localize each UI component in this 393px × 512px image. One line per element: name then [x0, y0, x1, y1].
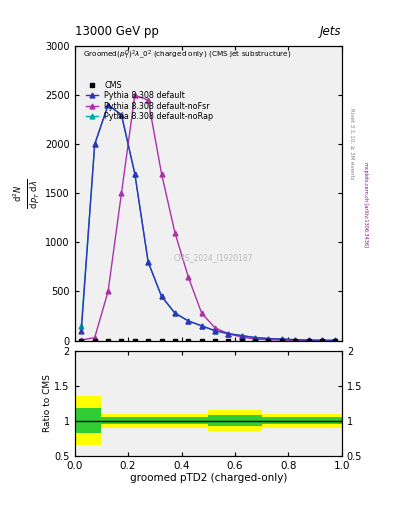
Pythia 8.308 default-noFsr — [279, 337, 284, 343]
Pythia 8.308 default — [119, 112, 124, 118]
Pythia 8.308 default — [79, 328, 84, 334]
CMS — [279, 337, 284, 344]
CMS — [213, 337, 217, 344]
Pythia 8.308 default-noRap — [266, 335, 271, 342]
Pythia 8.308 default-noFsr — [306, 337, 311, 344]
CMS — [173, 337, 177, 344]
CMS — [106, 337, 110, 344]
Pythia 8.308 default — [266, 335, 271, 342]
Pythia 8.308 default-noFsr — [199, 310, 204, 316]
CMS — [226, 337, 231, 344]
Pythia 8.308 default — [279, 336, 284, 342]
CMS — [159, 337, 164, 344]
CMS — [333, 337, 338, 344]
Pythia 8.308 default — [186, 318, 191, 324]
Pythia 8.308 default — [226, 331, 231, 337]
CMS — [79, 337, 84, 344]
Pythia 8.308 default-noRap — [213, 328, 217, 334]
Pythia 8.308 default — [92, 141, 97, 147]
Y-axis label: Ratio to CMS: Ratio to CMS — [43, 374, 51, 432]
CMS — [119, 337, 124, 344]
Pythia 8.308 default-noRap — [320, 337, 324, 344]
Text: Jets: Jets — [320, 26, 342, 38]
Text: Rivet 3.1.10, ≥ 3M events: Rivet 3.1.10, ≥ 3M events — [349, 108, 354, 179]
Line: Pythia 8.308 default-noRap: Pythia 8.308 default-noRap — [79, 102, 338, 343]
Pythia 8.308 default — [173, 310, 177, 316]
Pythia 8.308 default-noFsr — [119, 190, 124, 197]
Pythia 8.308 default-noFsr — [159, 170, 164, 177]
Pythia 8.308 default-noFsr — [320, 337, 324, 344]
Pythia 8.308 default-noFsr — [132, 92, 137, 98]
Pythia 8.308 default — [333, 337, 338, 344]
Pythia 8.308 default-noRap — [293, 337, 298, 343]
Pythia 8.308 default-noFsr — [79, 337, 84, 343]
Pythia 8.308 default-noRap — [253, 334, 257, 340]
Pythia 8.308 default-noRap — [119, 112, 124, 118]
Pythia 8.308 default-noRap — [173, 310, 177, 316]
CMS — [199, 337, 204, 344]
CMS — [132, 337, 137, 344]
CMS — [293, 337, 298, 344]
Pythia 8.308 default-noFsr — [213, 325, 217, 331]
Pythia 8.308 default-noRap — [279, 336, 284, 342]
Pythia 8.308 default-noFsr — [333, 337, 338, 344]
Pythia 8.308 default-noRap — [132, 170, 137, 177]
Pythia 8.308 default-noRap — [146, 259, 151, 265]
Pythia 8.308 default — [213, 328, 217, 334]
Pythia 8.308 default-noRap — [79, 323, 84, 329]
Line: Pythia 8.308 default-noFsr: Pythia 8.308 default-noFsr — [79, 93, 338, 343]
Pythia 8.308 default — [199, 323, 204, 329]
Legend: CMS, Pythia 8.308 default, Pythia 8.308 default-noFsr, Pythia 8.308 default-noRa: CMS, Pythia 8.308 default, Pythia 8.308 … — [84, 79, 215, 122]
Pythia 8.308 default-noRap — [92, 141, 97, 147]
Pythia 8.308 default-noFsr — [266, 337, 271, 343]
Pythia 8.308 default-noFsr — [226, 331, 231, 337]
Y-axis label: $\mathrm{d}^2N$
$\overline{\mathrm{d}\,p_T\,\mathrm{d}\,\lambda}$: $\mathrm{d}^2N$ $\overline{\mathrm{d}\,p… — [12, 178, 42, 209]
Line: CMS: CMS — [79, 338, 338, 343]
X-axis label: groomed pTD2 (charged-only): groomed pTD2 (charged-only) — [130, 473, 287, 483]
Pythia 8.308 default-noRap — [239, 333, 244, 339]
Pythia 8.308 default — [293, 337, 298, 343]
Pythia 8.308 default — [320, 337, 324, 344]
Pythia 8.308 default-noRap — [199, 323, 204, 329]
Pythia 8.308 default — [306, 337, 311, 343]
Pythia 8.308 default-noRap — [306, 337, 311, 343]
CMS — [239, 337, 244, 344]
Line: Pythia 8.308 default: Pythia 8.308 default — [79, 102, 338, 343]
Text: mcplots.cern.ch [arXiv:1306.3436]: mcplots.cern.ch [arXiv:1306.3436] — [363, 162, 368, 247]
Pythia 8.308 default — [132, 170, 137, 177]
CMS — [253, 337, 257, 344]
Text: 13000 GeV pp: 13000 GeV pp — [75, 26, 158, 38]
Pythia 8.308 default — [159, 293, 164, 300]
CMS — [186, 337, 191, 344]
Pythia 8.308 default-noFsr — [239, 334, 244, 340]
Pythia 8.308 default-noFsr — [106, 288, 110, 294]
CMS — [320, 337, 324, 344]
CMS — [266, 337, 271, 344]
CMS — [306, 337, 311, 344]
Pythia 8.308 default-noRap — [226, 331, 231, 337]
CMS — [146, 337, 151, 344]
Pythia 8.308 default-noFsr — [293, 337, 298, 344]
Text: Groomed$(p_T^D)^2\lambda\_0^2$ (charged only) (CMS jet substructure): Groomed$(p_T^D)^2\lambda\_0^2$ (charged … — [83, 49, 291, 62]
Pythia 8.308 default — [106, 102, 110, 108]
Pythia 8.308 default-noRap — [106, 102, 110, 108]
Pythia 8.308 default-noFsr — [146, 97, 151, 103]
Pythia 8.308 default-noRap — [186, 318, 191, 324]
Pythia 8.308 default — [239, 333, 244, 339]
CMS — [92, 337, 97, 344]
Pythia 8.308 default-noRap — [333, 337, 338, 344]
Pythia 8.308 default-noFsr — [173, 229, 177, 236]
Pythia 8.308 default — [253, 334, 257, 340]
Pythia 8.308 default-noFsr — [92, 334, 97, 340]
Pythia 8.308 default — [146, 259, 151, 265]
Text: CMS_2024_I1920187: CMS_2024_I1920187 — [174, 253, 253, 263]
Pythia 8.308 default-noRap — [159, 293, 164, 300]
Pythia 8.308 default-noFsr — [186, 273, 191, 280]
Pythia 8.308 default-noFsr — [253, 336, 257, 342]
